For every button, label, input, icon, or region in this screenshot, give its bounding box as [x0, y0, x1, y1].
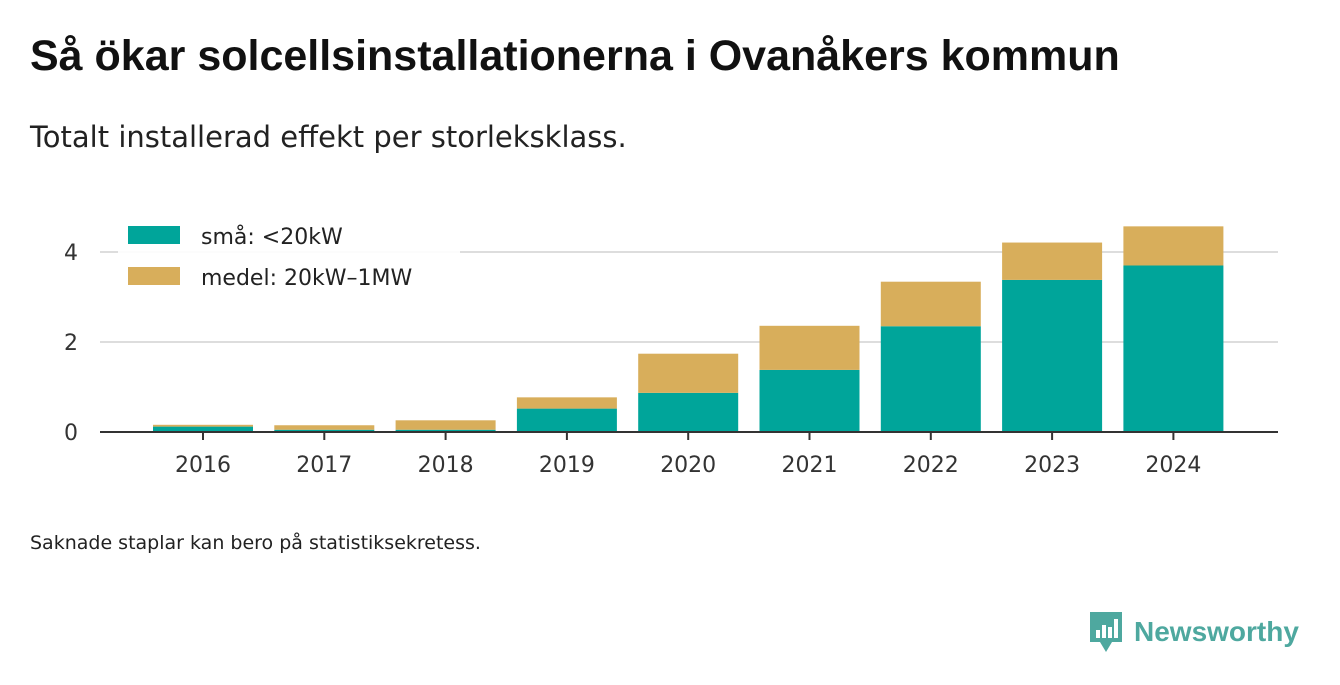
bar-segment-small-2016 — [153, 426, 253, 432]
bar-segment-medium-2018 — [395, 420, 496, 430]
bar-segment-medium-2022 — [880, 281, 981, 327]
x-tick-label: 2023 — [1024, 453, 1080, 478]
legend-label-small: små: <20kW — [201, 224, 343, 250]
brand-logo: Newsworthy — [1088, 610, 1299, 654]
bar-segment-medium-2023 — [1002, 242, 1103, 280]
bar-segment-medium-2020 — [638, 353, 739, 393]
x-tick-label: 2024 — [1145, 453, 1201, 478]
x-tick-label: 2017 — [296, 453, 352, 478]
bar-segment-medium-2016 — [153, 424, 253, 427]
chart-title: Så ökar solcellsinstallationerna i Ovanå… — [30, 32, 1120, 80]
brand-name: Newsworthy — [1134, 616, 1299, 647]
x-tick-label: 2018 — [418, 453, 474, 478]
x-tick-label: 2020 — [660, 453, 716, 478]
bar-segment-small-2018 — [395, 429, 496, 432]
y-tick-label: 0 — [64, 421, 78, 446]
x-tick-label: 2016 — [175, 453, 231, 478]
bar-segment-medium-2017 — [274, 425, 375, 430]
y-tick-label: 4 — [64, 241, 78, 266]
bar-segment-small-2024 — [1123, 265, 1224, 432]
bars — [153, 226, 1224, 432]
bar-segment-medium-2021 — [759, 325, 860, 370]
bar-segment-small-2022 — [880, 326, 981, 432]
y-tick-label: 2 — [64, 331, 78, 356]
x-tick-label: 2019 — [539, 453, 595, 478]
footnote: Saknade staplar kan bero på statistiksek… — [30, 532, 481, 554]
axes: 0 2 4 2016 2017 2018 2019 2020 2021 2022 2023 2024 — [64, 241, 1278, 478]
legend-swatch-small — [128, 226, 180, 244]
bar-segment-small-2020 — [638, 392, 739, 432]
legend: små: <20kW medel: 20kW–1MW — [118, 218, 460, 298]
x-tick-label: 2021 — [782, 453, 838, 478]
legend-swatch-medium — [128, 267, 180, 285]
bar-segment-small-2023 — [1002, 279, 1103, 432]
bar-segment-small-2021 — [759, 369, 860, 432]
bar-segment-small-2017 — [274, 429, 375, 432]
bar-segment-medium-2024 — [1123, 226, 1224, 266]
bar-segment-small-2019 — [516, 408, 617, 432]
legend-label-medium: medel: 20kW–1MW — [201, 266, 412, 291]
chart-subtitle: Totalt installerad effekt per storlekskl… — [30, 120, 627, 154]
bar-segment-medium-2019 — [516, 397, 617, 409]
x-tick-label: 2022 — [903, 453, 959, 478]
newsworthy-logo-icon — [1090, 612, 1122, 652]
